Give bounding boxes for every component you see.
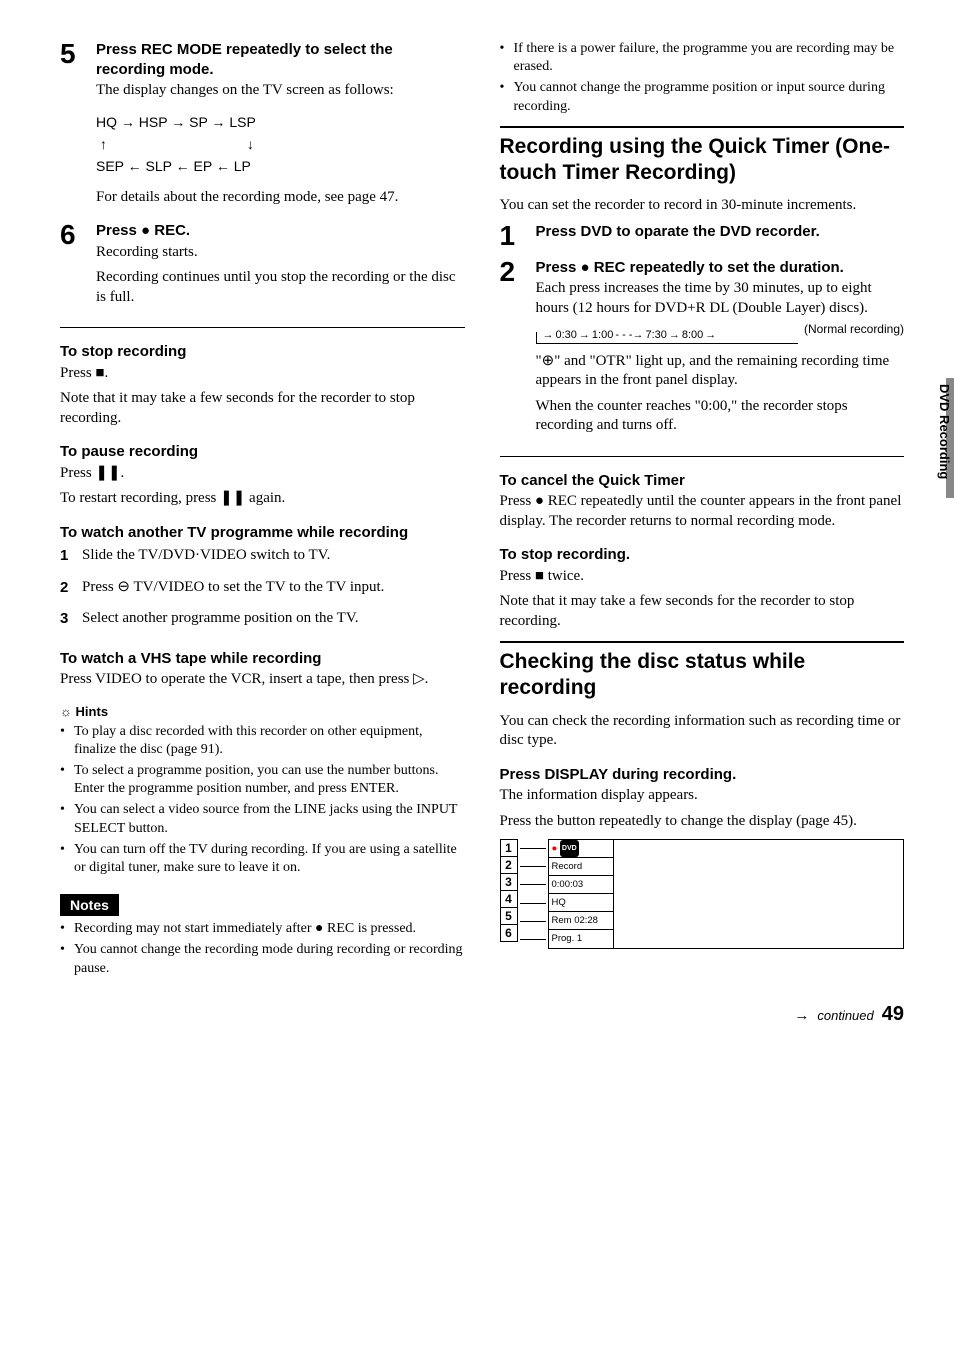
subheading: Press DISPLAY during recording. <box>500 765 905 785</box>
timer-timeline: →0:30→ 1:00 - - -→ 7:30→ 8:00→ <box>536 332 798 343</box>
right-column: •If there is a power failure, the progra… <box>500 40 905 981</box>
section-title: Checking the disc status while recording <box>500 649 905 702</box>
body-text: You can set the recorder to record in 30… <box>500 196 905 216</box>
step-heading: Press REC MODE repeatedly to select the … <box>96 40 465 79</box>
info-cell-column: ● DVD Record 0:00:03 HQ Rem 02:28 Prog. … <box>548 839 614 949</box>
info-cell: ● DVD <box>549 840 613 858</box>
notes-heading: Notes <box>60 894 119 916</box>
bulb-icon: ☼ <box>60 704 72 719</box>
info-cell: HQ <box>549 894 613 912</box>
list-item: 3 Select another programme position on t… <box>60 609 465 635</box>
bullet-item: •You cannot change the programme positio… <box>500 79 905 115</box>
info-label: 1 <box>500 839 518 857</box>
subheading: To stop recording <box>60 342 465 362</box>
step-number: 6 <box>60 221 96 313</box>
subheading: To watch a VHS tape while recording <box>60 649 465 669</box>
info-rest-area <box>614 839 905 949</box>
body-text: Press ■. <box>60 364 465 384</box>
step-number: 5 <box>60 40 96 213</box>
body-text: Press VIDEO to operate the VCR, insert a… <box>60 670 465 690</box>
info-cell: Record <box>549 858 613 876</box>
info-label-column: 1 2 3 4 5 6 <box>500 839 518 949</box>
step-number: 1 <box>500 222 536 250</box>
dvd-badge-icon: DVD <box>560 840 579 857</box>
step-heading: Press ● REC. <box>96 221 465 241</box>
body-text: The information display appears. <box>500 786 905 806</box>
bullet-item: •You can turn off the TV during recordin… <box>60 841 465 877</box>
step-heading: Press ● REC repeatedly to set the durati… <box>536 258 905 278</box>
step-after-text: For details about the recording mode, se… <box>96 188 465 208</box>
item-number: 3 <box>60 609 82 635</box>
info-connector-lines <box>520 839 546 949</box>
info-label: 4 <box>500 890 518 908</box>
mode-diagram: HQ → HSP → SP → LSP ↑ ↓ SEP ← SLP ← EP ←… <box>96 111 465 178</box>
item-text: Select another programme position on the… <box>82 609 358 629</box>
step-6: 6 Press ● REC. Recording starts. Recordi… <box>60 221 465 313</box>
item-text: Press ⊖ TV/VIDEO to set the TV to the TV… <box>82 578 384 598</box>
body-text: "⊕" and "OTR" light up, and the remainin… <box>536 352 905 391</box>
info-label: 6 <box>500 924 518 942</box>
two-column-layout: 5 Press REC MODE repeatedly to select th… <box>60 40 904 981</box>
subheading: To pause recording <box>60 442 465 462</box>
body-text: You can check the recording information … <box>500 712 905 751</box>
info-label: 2 <box>500 856 518 874</box>
info-cell: Prog. 1 <box>549 930 613 948</box>
info-label: 5 <box>500 907 518 925</box>
step-body-text: The display changes on the TV screen as … <box>96 81 465 101</box>
body-text: When the counter reaches "0:00," the rec… <box>536 397 905 436</box>
subheading: To watch another TV programme while reco… <box>60 523 465 543</box>
subheading: To stop recording. <box>500 545 905 565</box>
body-text: Press ❚❚. <box>60 464 465 484</box>
step-5: 5 Press REC MODE repeatedly to select th… <box>60 40 465 213</box>
timeline-label: (Normal recording) <box>804 322 904 338</box>
bullet-item: •You can select a video source from the … <box>60 801 465 837</box>
body-text: Press ● REC repeatedly until the counter… <box>500 492 905 531</box>
bullet-item: •Recording may not start immediately aft… <box>60 920 465 938</box>
quick-step-1: 1 Press DVD to oparate the DVD recorder. <box>500 222 905 250</box>
list-item: 2 Press ⊖ TV/VIDEO to set the TV to the … <box>60 578 465 604</box>
bullet-item: •You cannot change the recording mode du… <box>60 941 465 977</box>
item-text: Slide the TV/DVD·VIDEO switch to TV. <box>82 546 330 566</box>
body-text: Press the button repeatedly to change th… <box>500 812 905 832</box>
section-title: Recording using the Quick Timer (One-tou… <box>500 134 905 187</box>
item-number: 1 <box>60 546 82 572</box>
step-body-text: Recording starts. <box>96 243 465 263</box>
continued-label: continued <box>817 1008 873 1025</box>
thick-divider <box>500 641 905 643</box>
step-number: 2 <box>500 258 536 442</box>
step-body-text: Recording continues until you stop the r… <box>96 268 465 307</box>
thick-divider <box>500 126 905 128</box>
step-body-text: Each press increases the time by 30 minu… <box>536 279 905 318</box>
page-number: 49 <box>882 1001 904 1027</box>
bullet-item: •If there is a power failure, the progra… <box>500 40 905 76</box>
numbered-list: 1 Slide the TV/DVD·VIDEO switch to TV. 2… <box>60 546 465 635</box>
info-cell: 0:00:03 <box>549 876 613 894</box>
divider <box>60 327 465 328</box>
item-number: 2 <box>60 578 82 604</box>
bullet-item: •To play a disc recorded with this recor… <box>60 723 465 759</box>
arrow-icon: → <box>794 1006 809 1026</box>
subheading: To cancel the Quick Timer <box>500 471 905 491</box>
side-tab-label: DVD Recording <box>933 380 954 483</box>
page-footer: → continued 49 <box>60 1001 904 1027</box>
display-info-panel: 1 2 3 4 5 6 ● DVD Record 0:00:03 HQ Rem … <box>500 839 905 949</box>
body-text: Note that it may take a few seconds for … <box>500 592 905 631</box>
divider <box>500 456 905 457</box>
info-cell: Rem 02:28 <box>549 912 613 930</box>
list-item: 1 Slide the TV/DVD·VIDEO switch to TV. <box>60 546 465 572</box>
body-text: Press ■ twice. <box>500 567 905 587</box>
body-text: To restart recording, press ❚❚ again. <box>60 489 465 509</box>
left-column: 5 Press REC MODE repeatedly to select th… <box>60 40 465 981</box>
body-text: Note that it may take a few seconds for … <box>60 389 465 428</box>
quick-step-2: 2 Press ● REC repeatedly to set the dura… <box>500 258 905 442</box>
hints-heading: ☼ Hints <box>60 704 465 721</box>
step-heading: Press DVD to oparate the DVD recorder. <box>536 222 905 242</box>
info-label: 3 <box>500 873 518 891</box>
bullet-item: •To select a programme position, you can… <box>60 762 465 798</box>
